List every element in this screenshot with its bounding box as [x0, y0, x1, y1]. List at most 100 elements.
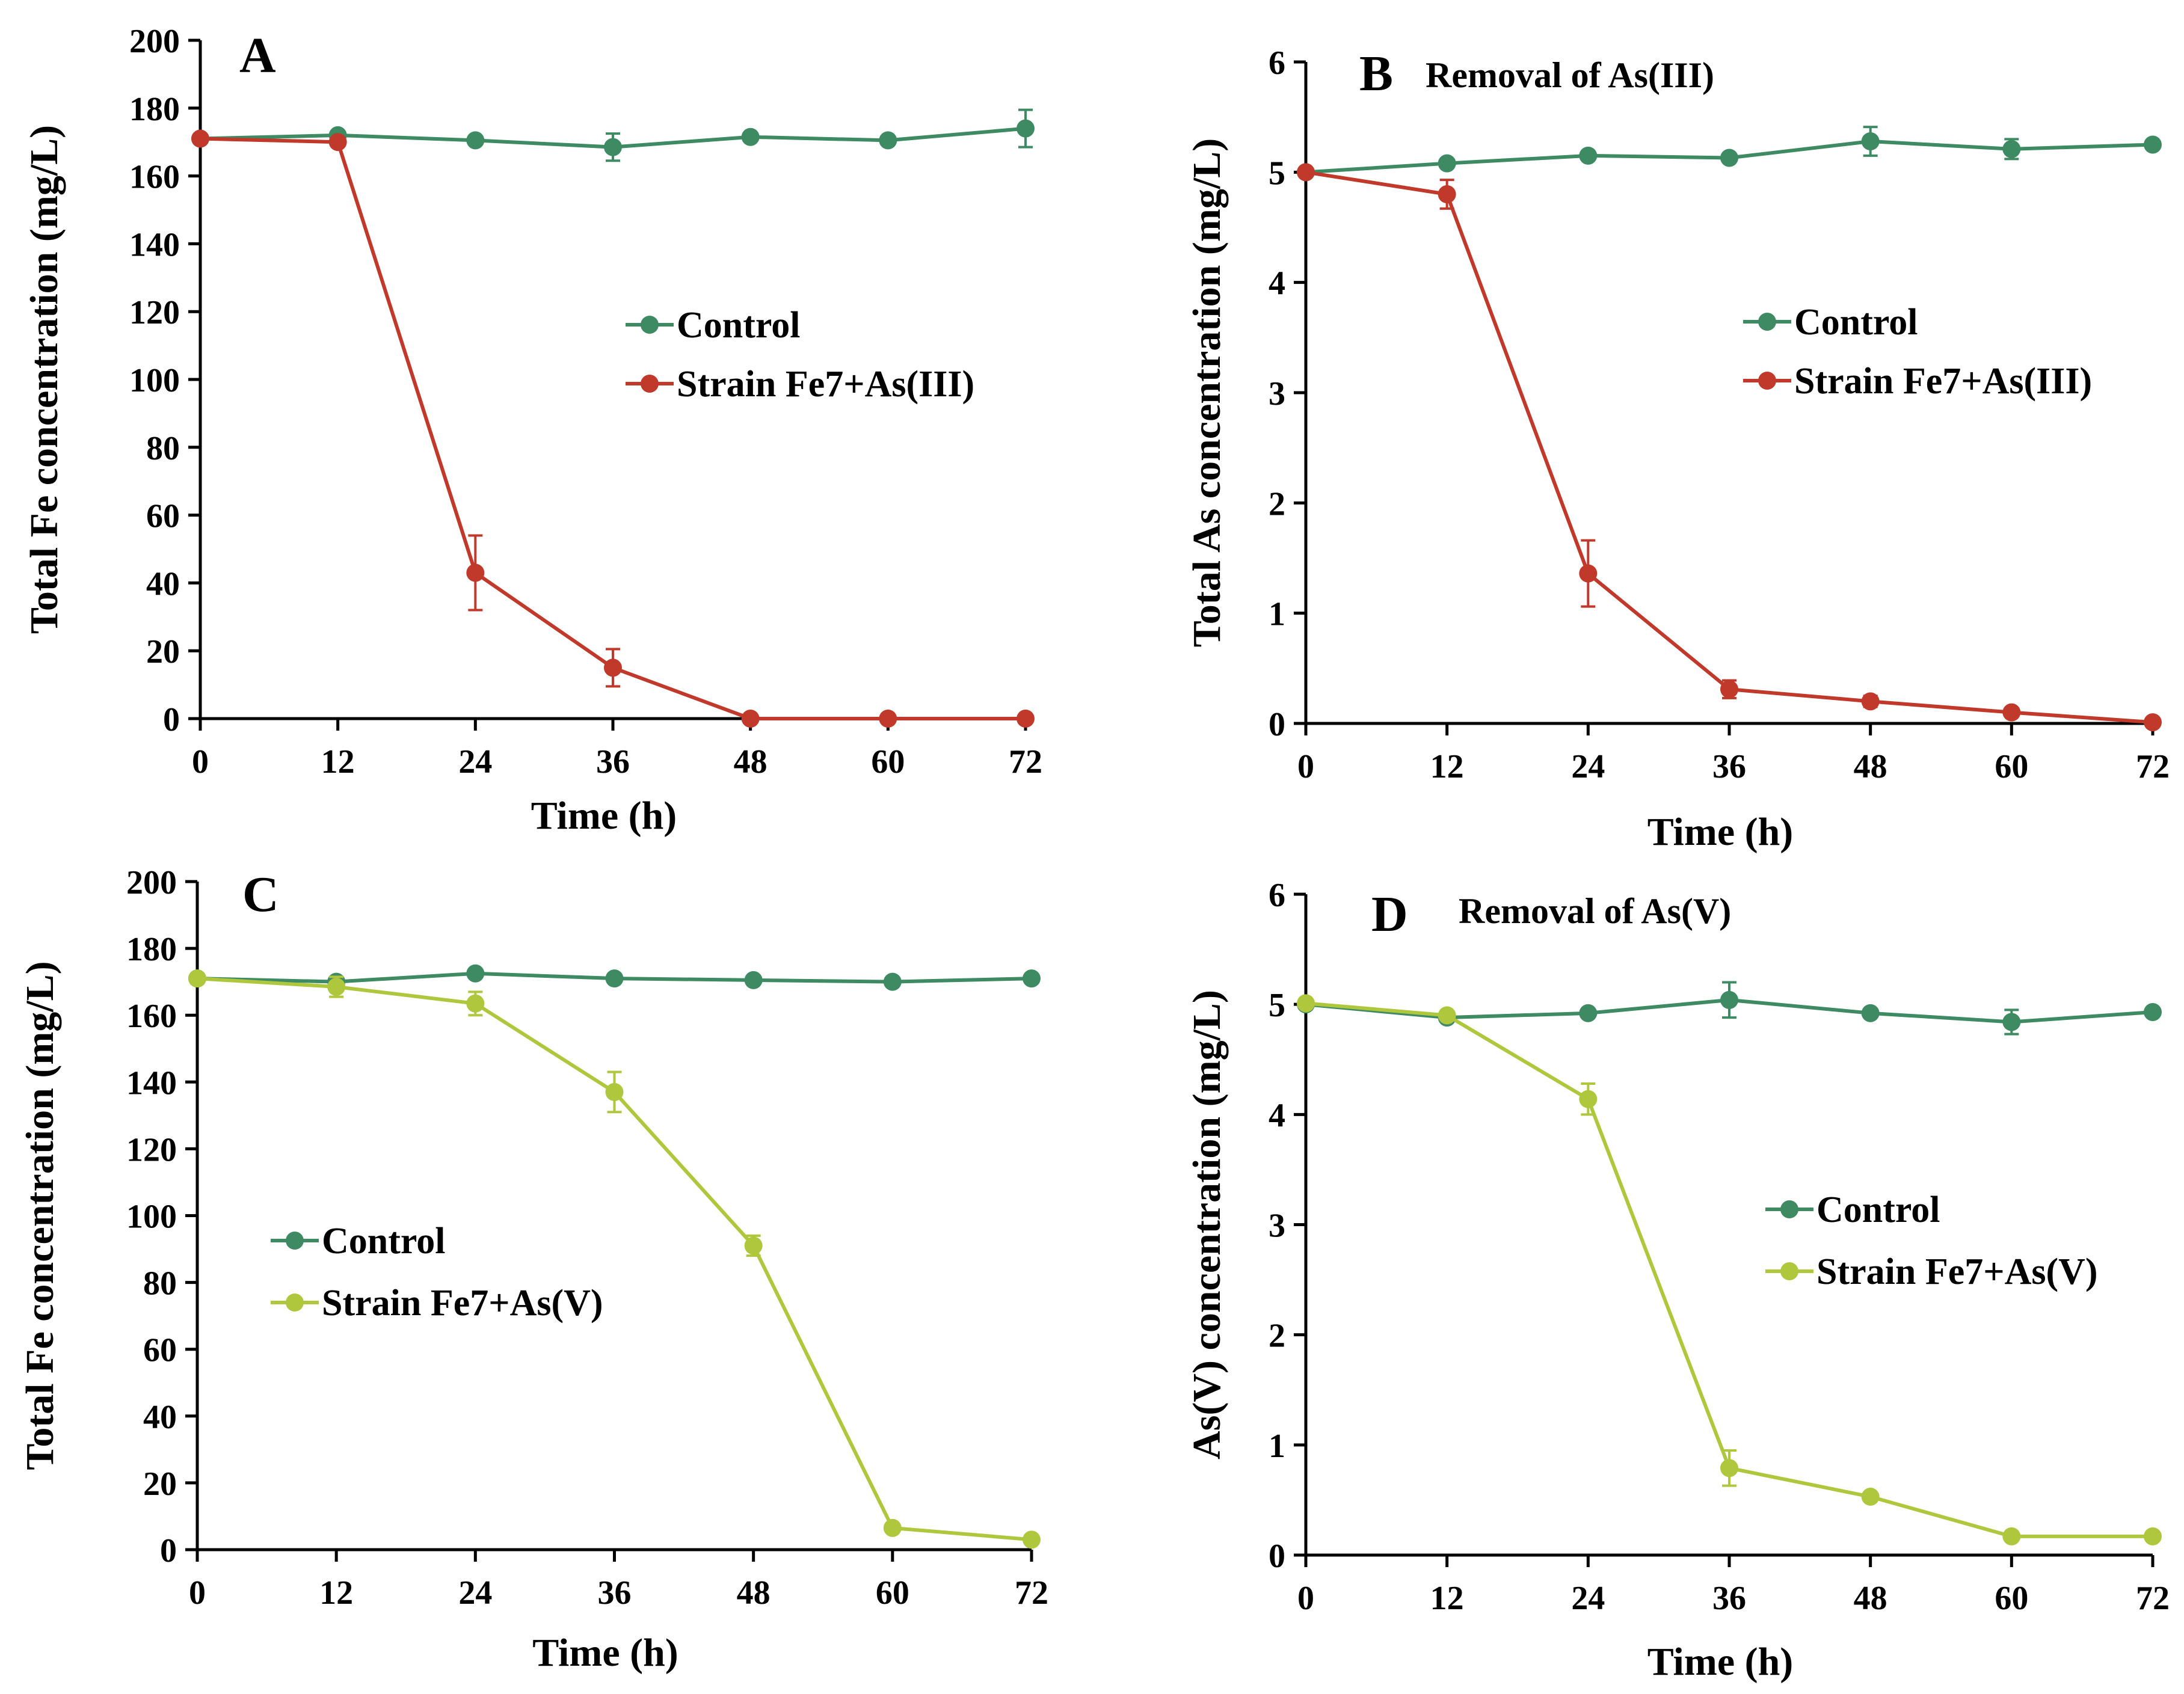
y-tick-label: 180: [129, 91, 180, 128]
data-point: [883, 972, 902, 991]
data-point: [1861, 132, 1880, 150]
y-tick-label: 60: [143, 1332, 177, 1369]
data-point: [466, 964, 485, 983]
x-tick-label: 48: [1854, 1580, 1887, 1617]
y-tick-label: 0: [1269, 1538, 1285, 1575]
x-tick-label: 12: [321, 743, 355, 781]
data-point: [466, 131, 485, 150]
data-point: [1017, 710, 1035, 728]
data-point: [1023, 969, 1041, 988]
data-point: [2144, 1002, 2162, 1021]
x-axis-label: Time (h): [1647, 1640, 1794, 1684]
y-tick-label: 2: [1269, 485, 1285, 523]
data-point: [328, 133, 347, 152]
y-tick-label: 180: [126, 931, 177, 968]
data-point: [879, 131, 897, 150]
x-axis-label: Time (h): [532, 1631, 678, 1675]
data-point: [466, 563, 485, 582]
x-tick-label: 72: [2136, 748, 2170, 785]
legend-swatch-marker: [286, 1294, 304, 1312]
x-tick-label: 0: [1297, 748, 1314, 785]
x-tick-label: 36: [598, 1574, 632, 1612]
data-point: [744, 1236, 763, 1255]
y-tick-label: 40: [143, 1399, 177, 1436]
y-tick-label: 5: [1269, 155, 1285, 192]
data-point: [1438, 185, 1456, 203]
data-point: [1579, 564, 1598, 583]
series-1: Strain Fe7+As(V): [188, 969, 1041, 1549]
x-tick-label: 0: [1297, 1580, 1314, 1617]
y-tick-label: 0: [160, 1532, 177, 1570]
data-point: [879, 710, 897, 728]
x-tick-label: 60: [871, 743, 905, 781]
y-tick-label: 4: [1269, 1097, 1285, 1134]
data-point: [2002, 140, 2021, 158]
legend-label: Control: [677, 305, 801, 346]
data-point: [1720, 990, 1738, 1009]
legend-label: Strain Fe7+As(III): [677, 364, 974, 405]
series-line: [1305, 170, 2153, 725]
x-tick-label: 48: [737, 1574, 771, 1612]
legend-swatch-marker: [1758, 372, 1776, 390]
x-tick-label: 0: [192, 743, 209, 781]
y-axis-label: Total Fe concentration (mg/L): [22, 125, 66, 634]
legend-swatch-marker: [1780, 1200, 1798, 1218]
data-point: [1438, 154, 1456, 173]
x-tick-label: 12: [1430, 748, 1464, 785]
x-tick-label: 36: [1712, 1580, 1746, 1617]
x-tick-label: 60: [876, 1574, 909, 1612]
data-point: [2144, 135, 2162, 154]
y-tick-label: 160: [126, 998, 177, 1035]
panel-letter: B: [1359, 46, 1393, 102]
series-0: Control: [1297, 126, 2162, 343]
legend-swatch-marker: [1758, 313, 1776, 331]
y-tick-label: 120: [129, 294, 180, 331]
y-tick-label: 3: [1269, 375, 1285, 413]
y-tick-label: 200: [129, 23, 180, 60]
series-1: Strain Fe7+As(III): [191, 129, 1035, 728]
panel-title: Removal of As(V): [1459, 891, 1731, 931]
x-tick-label: 12: [319, 1574, 353, 1612]
panel-title: Removal of As(III): [1426, 55, 1714, 95]
x-tick-label: 24: [458, 743, 492, 781]
x-tick-label: 24: [458, 1574, 492, 1612]
x-tick-label: 60: [1995, 1580, 2028, 1617]
data-point: [1023, 1530, 1041, 1549]
y-tick-label: 1: [1269, 596, 1285, 633]
y-tick-label: 0: [1269, 706, 1285, 743]
data-point: [741, 127, 760, 146]
y-tick-label: 5: [1269, 987, 1285, 1024]
panel-c: 0 20 40 60 80 100 120 140 160 180 200 0 12 24 36 48 60 72…: [18, 864, 1048, 1675]
x-axis-label: Time (h): [1647, 810, 1794, 854]
data-point: [1579, 1004, 1598, 1022]
x-axis-label: Time (h): [531, 794, 677, 838]
data-point: [188, 969, 206, 988]
data-point: [2144, 1527, 2162, 1545]
panel-letter: A: [239, 28, 276, 84]
data-point: [605, 969, 624, 988]
y-tick-label: 20: [146, 633, 180, 671]
data-point: [191, 129, 209, 148]
data-point: [1579, 1090, 1598, 1108]
y-axis-label: Total Fe concentration (mg/L): [18, 961, 62, 1470]
data-point: [604, 658, 622, 677]
data-point: [605, 1082, 624, 1101]
y-tick-label: 100: [126, 1198, 177, 1236]
x-tick-label: 24: [1571, 748, 1605, 785]
series-line: [200, 137, 1026, 720]
legend-swatch-marker: [286, 1232, 304, 1250]
series-1: Strain Fe7+As(III): [1297, 163, 2162, 732]
data-point: [2002, 703, 2021, 722]
y-axis-label: Total As concentration (mg/L): [1185, 138, 1229, 647]
data-point: [1861, 1487, 1880, 1506]
series-0: Control: [1297, 981, 2162, 1230]
series-1: Strain Fe7+As(V): [1297, 994, 2162, 1545]
y-tick-label: 80: [146, 430, 180, 467]
y-tick-label: 40: [146, 565, 180, 603]
panel-letter: C: [242, 867, 279, 922]
legend-label: Strain Fe7+As(III): [1794, 361, 2092, 402]
y-tick-label: 6: [1269, 44, 1285, 82]
y-tick-label: 80: [143, 1265, 177, 1303]
